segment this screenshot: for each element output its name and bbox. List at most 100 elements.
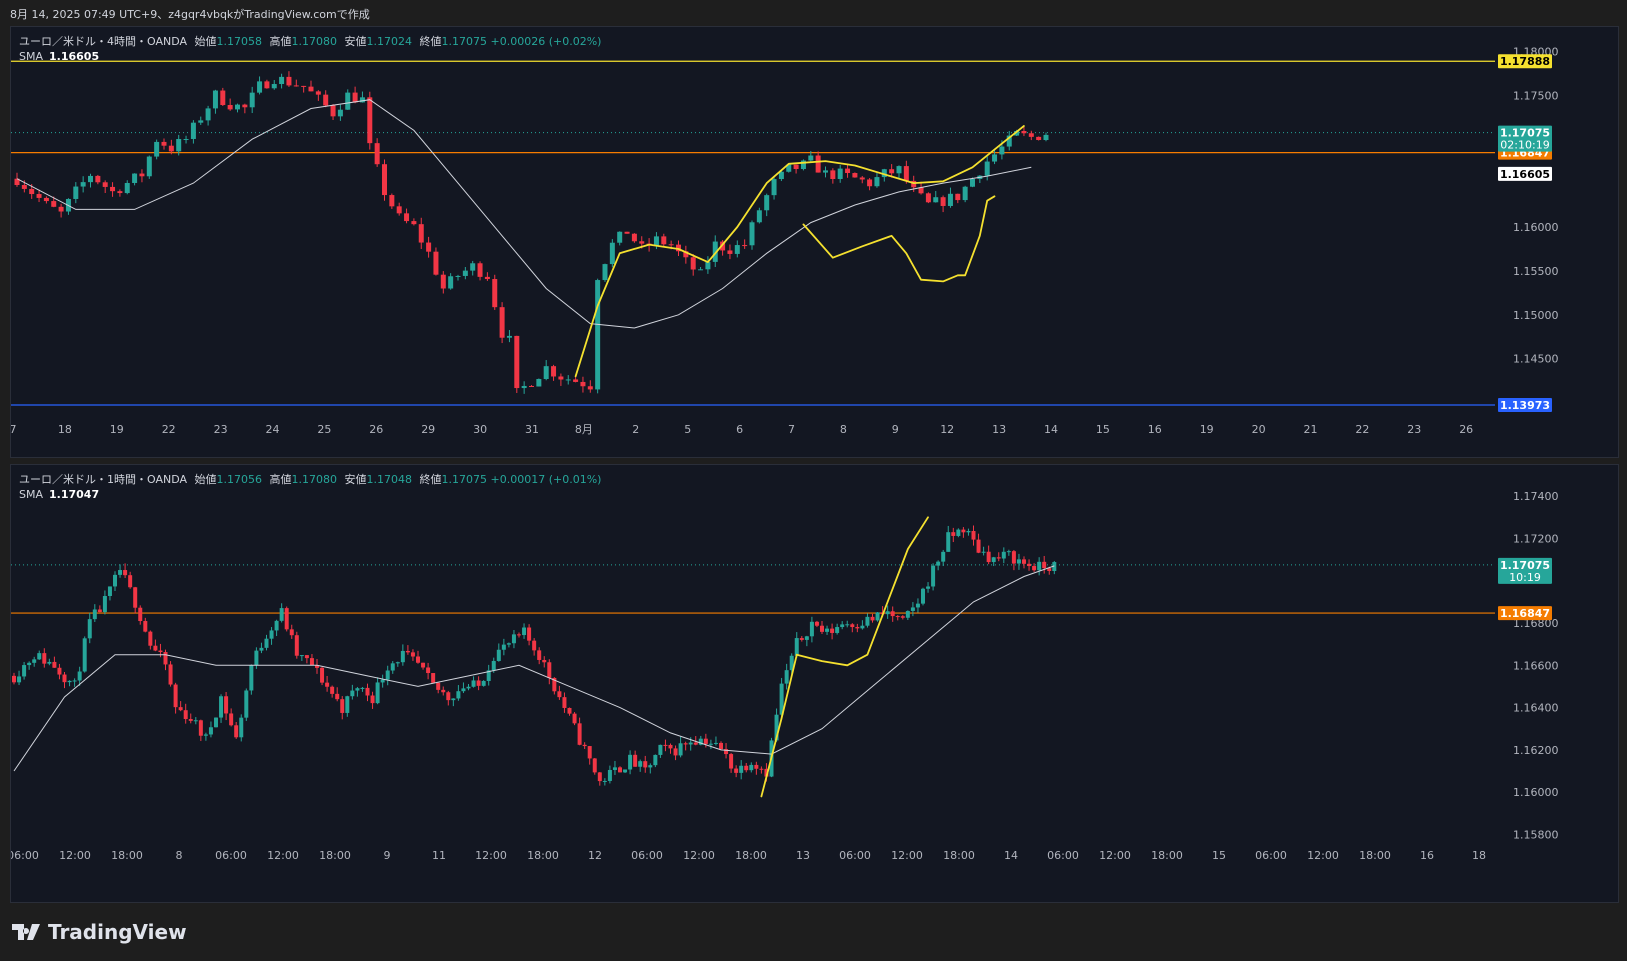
candle-body <box>264 638 269 648</box>
candle-body <box>693 742 698 745</box>
countdown-label: 02:10:19 <box>1500 139 1549 152</box>
candle-body <box>867 179 873 187</box>
x-tick-label: 12:00 <box>59 849 91 862</box>
candle-body <box>845 624 850 626</box>
candle-body <box>47 661 52 664</box>
candle-body <box>355 688 360 691</box>
candle-body <box>36 194 42 198</box>
candle-body <box>808 155 814 161</box>
chart-panel-1h[interactable]: ユーロ／米ドル・1時間・OANDA 始値1.17056 高値1.17080 安値… <box>10 464 1619 903</box>
candle-body <box>558 376 564 380</box>
candle-body <box>543 366 549 380</box>
candle-body <box>961 529 966 533</box>
candle-body <box>837 168 843 180</box>
candle-body <box>809 621 814 637</box>
candle-body <box>607 769 612 781</box>
candle-body <box>1016 559 1021 564</box>
candle-body <box>756 210 762 223</box>
hline-price-tag <box>1498 54 1552 69</box>
candle-body <box>744 765 749 771</box>
candle-body <box>193 720 198 722</box>
candle-body <box>708 743 713 745</box>
x-tick-label: 9 <box>384 849 391 862</box>
candle-body <box>799 638 804 640</box>
legend-low: 1.17024 <box>366 35 413 48</box>
sma-label-4h: SMA 1.16605 <box>19 50 99 63</box>
candle-body <box>925 193 931 203</box>
candle-body <box>337 109 343 117</box>
candle-body <box>57 667 62 675</box>
candle-body <box>1043 134 1049 141</box>
tradingview-logo[interactable]: TradingView <box>12 920 187 944</box>
legend-high: 1.17080 <box>291 473 338 486</box>
candle-body <box>840 624 845 628</box>
candle-body <box>820 625 824 632</box>
candle-body <box>249 92 255 108</box>
candle-body <box>946 532 951 552</box>
candle-body <box>301 85 307 87</box>
candle-body <box>43 197 49 202</box>
candle-body <box>410 652 415 657</box>
candle-body <box>308 86 314 92</box>
candle-body <box>915 603 920 608</box>
candle-body <box>1022 559 1026 564</box>
tradingview-logo-text: TradingView <box>48 920 187 944</box>
x-tick-label: 19 <box>1200 423 1214 436</box>
candle-body <box>663 744 668 746</box>
candle-body <box>536 379 542 387</box>
candle-body <box>506 335 512 338</box>
candle-body <box>345 696 350 713</box>
legend-high-label: 高値 <box>269 35 292 48</box>
candle-body <box>661 236 667 245</box>
y-tick-label: 1.17200 <box>1513 532 1559 545</box>
candle-body <box>631 233 637 242</box>
chart-canvas-1h[interactable]: 1.17400 1.17200 1.16800 1.16600 1.16400 1.162… <box>11 465 1618 902</box>
candle-body <box>499 307 505 338</box>
candle-body <box>97 609 102 613</box>
chart-panel-4h[interactable]: ユーロ／米ドル・4時間・OANDA 始値1.17058 高値1.17080 安値… <box>10 26 1619 458</box>
hline-price-tag <box>1498 397 1552 412</box>
hline-price-tag-label: 1.17888 <box>1500 55 1550 68</box>
candle-body <box>764 195 770 211</box>
candle-body <box>931 565 936 587</box>
candle-body <box>229 713 234 726</box>
candle-body <box>734 768 739 773</box>
candle-body <box>421 662 426 668</box>
candle-body <box>491 660 496 671</box>
candle-body <box>580 381 586 387</box>
x-tick-label: 18:00 <box>1151 849 1183 862</box>
candle-body <box>67 680 72 683</box>
hline-price-tag-label: 1.16847 <box>1500 607 1550 620</box>
candle-body <box>830 170 836 180</box>
candle-body <box>582 744 587 747</box>
candle-body <box>113 574 117 587</box>
candle-body <box>426 667 431 674</box>
x-tick-label: 26 <box>369 423 383 436</box>
candle-body <box>956 529 961 536</box>
candle-body <box>992 154 998 162</box>
candle-body <box>235 104 240 110</box>
candle-body <box>208 727 213 735</box>
candle-body <box>304 655 309 659</box>
sma-price-tag <box>1498 166 1552 181</box>
chart-canvas-4h[interactable]: 1.180001.175001.160001.155001.150001.145… <box>11 27 1618 457</box>
candle-body <box>628 754 633 770</box>
candle-body <box>729 754 734 769</box>
candle-body <box>678 743 683 756</box>
candle-body <box>529 385 534 387</box>
candle-body <box>881 169 887 178</box>
y-tick-label: 1.15000 <box>1513 309 1559 322</box>
candle-body <box>73 186 79 199</box>
x-tick-label: 9 <box>892 423 899 436</box>
candle-body <box>315 665 319 668</box>
candle-body <box>239 717 244 738</box>
candle-body <box>234 725 239 738</box>
x-tick-label: 18:00 <box>943 849 975 862</box>
candle-body <box>690 257 696 270</box>
candle-body <box>183 138 189 140</box>
x-tick-label: 23 <box>214 423 228 436</box>
candle-body <box>58 206 64 212</box>
candle-body <box>1011 551 1016 564</box>
legend-close: 1.17075 <box>441 35 488 48</box>
candle-body <box>825 628 830 632</box>
